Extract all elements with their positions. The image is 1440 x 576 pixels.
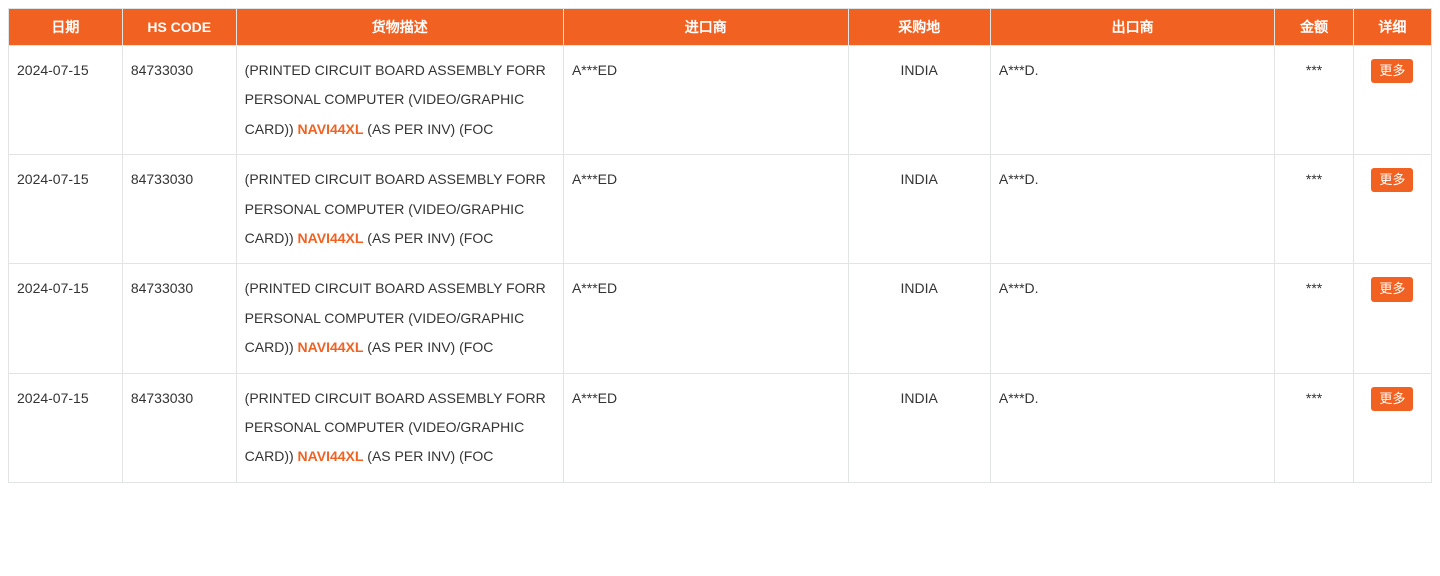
cell-description: (PRINTED CIRCUIT BOARD ASSEMBLY FORR PER… (236, 155, 563, 264)
cell-description: (PRINTED CIRCUIT BOARD ASSEMBLY FORR PER… (236, 46, 563, 155)
col-header-amount: 金额 (1275, 9, 1353, 46)
more-button[interactable]: 更多 (1371, 277, 1413, 301)
cell-hs-code: 84733030 (122, 264, 236, 373)
data-table: 日期 HS CODE 货物描述 进口商 采购地 出口商 金额 详细 2024-0… (8, 8, 1432, 483)
table-row: 2024-07-15 84733030 (PRINTED CIRCUIT BOA… (9, 264, 1432, 373)
col-header-origin: 采购地 (848, 9, 990, 46)
cell-description: (PRINTED CIRCUIT BOARD ASSEMBLY FORR PER… (236, 373, 563, 482)
cell-detail: 更多 (1353, 46, 1431, 155)
col-header-date: 日期 (9, 9, 123, 46)
col-header-exporter: 出口商 (990, 9, 1275, 46)
table-row: 2024-07-15 84733030 (PRINTED CIRCUIT BOA… (9, 373, 1432, 482)
col-header-hs-code: HS CODE (122, 9, 236, 46)
cell-date: 2024-07-15 (9, 155, 123, 264)
cell-amount: *** (1275, 264, 1353, 373)
cell-date: 2024-07-15 (9, 373, 123, 482)
cell-hs-code: 84733030 (122, 155, 236, 264)
cell-hs-code: 84733030 (122, 46, 236, 155)
cell-importer: A***ED (563, 373, 848, 482)
desc-highlight: NAVI44XL (298, 230, 364, 246)
cell-origin: INDIA (848, 46, 990, 155)
cell-importer: A***ED (563, 155, 848, 264)
cell-date: 2024-07-15 (9, 46, 123, 155)
col-header-description: 货物描述 (236, 9, 563, 46)
cell-description: (PRINTED CIRCUIT BOARD ASSEMBLY FORR PER… (236, 264, 563, 373)
cell-origin: INDIA (848, 373, 990, 482)
cell-exporter: A***D. (990, 264, 1275, 373)
cell-importer: A***ED (563, 264, 848, 373)
cell-importer: A***ED (563, 46, 848, 155)
table-row: 2024-07-15 84733030 (PRINTED CIRCUIT BOA… (9, 155, 1432, 264)
desc-post: (AS PER INV) (FOC (363, 448, 493, 464)
desc-post: (AS PER INV) (FOC (363, 121, 493, 137)
cell-exporter: A***D. (990, 373, 1275, 482)
cell-detail: 更多 (1353, 373, 1431, 482)
desc-highlight: NAVI44XL (298, 448, 364, 464)
cell-date: 2024-07-15 (9, 264, 123, 373)
more-button[interactable]: 更多 (1371, 168, 1413, 192)
desc-post: (AS PER INV) (FOC (363, 230, 493, 246)
desc-highlight: NAVI44XL (298, 339, 364, 355)
more-button[interactable]: 更多 (1371, 59, 1413, 83)
cell-origin: INDIA (848, 264, 990, 373)
cell-amount: *** (1275, 155, 1353, 264)
col-header-importer: 进口商 (563, 9, 848, 46)
cell-exporter: A***D. (990, 155, 1275, 264)
cell-amount: *** (1275, 46, 1353, 155)
desc-post: (AS PER INV) (FOC (363, 339, 493, 355)
more-button[interactable]: 更多 (1371, 387, 1413, 411)
cell-amount: *** (1275, 373, 1353, 482)
cell-detail: 更多 (1353, 264, 1431, 373)
desc-highlight: NAVI44XL (298, 121, 364, 137)
cell-origin: INDIA (848, 155, 990, 264)
cell-detail: 更多 (1353, 155, 1431, 264)
table-row: 2024-07-15 84733030 (PRINTED CIRCUIT BOA… (9, 46, 1432, 155)
table-body: 2024-07-15 84733030 (PRINTED CIRCUIT BOA… (9, 46, 1432, 483)
cell-exporter: A***D. (990, 46, 1275, 155)
col-header-detail: 详细 (1353, 9, 1431, 46)
table-header: 日期 HS CODE 货物描述 进口商 采购地 出口商 金额 详细 (9, 9, 1432, 46)
cell-hs-code: 84733030 (122, 373, 236, 482)
